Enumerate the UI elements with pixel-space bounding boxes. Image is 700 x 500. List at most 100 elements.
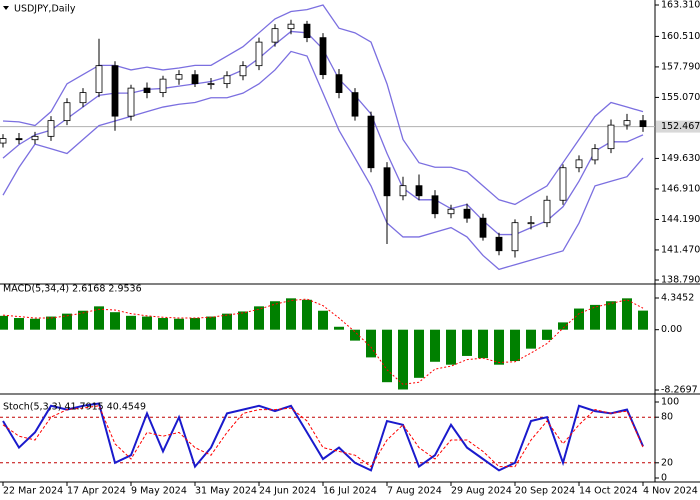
macd-bar bbox=[398, 329, 408, 390]
stoch-signal bbox=[2, 405, 644, 468]
macd-bar bbox=[158, 318, 168, 330]
candle-body bbox=[303, 23, 311, 39]
y-tick-label: 157.790 bbox=[661, 61, 700, 72]
candle-body bbox=[607, 124, 615, 150]
stoch-main bbox=[2, 402, 644, 472]
macd-bar bbox=[334, 326, 344, 330]
candle-body bbox=[63, 102, 71, 122]
candle-body bbox=[543, 199, 551, 224]
candle-body bbox=[271, 28, 279, 43]
candle-body bbox=[207, 83, 215, 86]
macd-bar bbox=[542, 329, 552, 340]
macd-bar bbox=[430, 329, 440, 362]
candle-body bbox=[351, 92, 359, 117]
macd-bar bbox=[350, 329, 360, 341]
candle-body bbox=[47, 120, 55, 137]
candle-body bbox=[127, 87, 135, 117]
candle-body bbox=[463, 208, 471, 219]
x-tick-label: 7 Aug 2024 bbox=[387, 486, 442, 497]
macd-bar bbox=[78, 310, 88, 330]
macd-bar bbox=[414, 329, 424, 378]
candle-body bbox=[495, 236, 503, 252]
bollinger-band bbox=[2, 4, 644, 206]
macd-bar bbox=[286, 298, 296, 330]
macd-bar bbox=[190, 318, 200, 330]
candle-body bbox=[159, 78, 167, 93]
macd-bar bbox=[462, 329, 472, 356]
candle-body bbox=[287, 23, 295, 30]
candle-body bbox=[15, 138, 23, 141]
x-tick-label: 24 Jun 2024 bbox=[259, 486, 316, 497]
macd-bar bbox=[174, 318, 184, 330]
candle-body bbox=[383, 167, 391, 197]
macd-bar bbox=[590, 304, 600, 330]
candle-body bbox=[559, 167, 567, 201]
macd-bar bbox=[526, 329, 536, 349]
macd-bar bbox=[110, 312, 120, 330]
macd-bar bbox=[270, 301, 280, 330]
macd-bar bbox=[478, 329, 488, 359]
candle-body bbox=[0, 138, 7, 144]
candle-body bbox=[399, 185, 407, 197]
macd-bar bbox=[574, 308, 584, 330]
macd-bar bbox=[638, 310, 648, 330]
candle-body bbox=[431, 195, 439, 215]
candle-body bbox=[623, 120, 631, 126]
y-tick-label: 0.00 bbox=[661, 324, 682, 335]
macd-bar bbox=[222, 313, 232, 330]
candle-body bbox=[31, 135, 39, 141]
y-tick-label: 144.190 bbox=[661, 214, 700, 225]
x-tick-label: 9 May 2024 bbox=[131, 486, 187, 497]
x-tick-label: 31 May 2024 bbox=[195, 486, 257, 497]
candle-body bbox=[223, 75, 231, 85]
bollinger-band bbox=[2, 50, 644, 271]
y-tick-label: 80 bbox=[661, 412, 673, 423]
candle-body bbox=[639, 120, 647, 128]
candle-body bbox=[111, 65, 119, 117]
macd-bar bbox=[302, 299, 312, 330]
candle-body bbox=[239, 65, 247, 77]
y-tick-label: 146.910 bbox=[661, 183, 700, 194]
symbol-title: USDJPY,Daily bbox=[14, 4, 76, 15]
macd-bar bbox=[318, 310, 328, 330]
candle-body bbox=[335, 74, 343, 93]
candle-body bbox=[527, 222, 535, 225]
x-tick-label: 16 Jul 2024 bbox=[323, 486, 377, 497]
y-tick-label: 20 bbox=[661, 457, 673, 468]
y-tick-label: 163.310 bbox=[661, 0, 700, 11]
macd-bar bbox=[0, 315, 8, 330]
macd-bar bbox=[206, 316, 216, 330]
macd-signal bbox=[2, 298, 644, 385]
y-tick-label: 160.510 bbox=[661, 31, 700, 42]
x-tick-label: 14 Oct 2024 bbox=[579, 486, 638, 497]
macd-bar bbox=[238, 311, 248, 330]
x-tick-label: 4 Nov 2024 bbox=[643, 486, 698, 497]
candle-body bbox=[191, 74, 199, 85]
macd-bar bbox=[558, 322, 568, 330]
candle-body bbox=[255, 41, 263, 67]
y-tick-label: 100 bbox=[661, 397, 679, 408]
macd-bar bbox=[94, 306, 104, 330]
macd-bar bbox=[254, 306, 264, 330]
y-tick-label: 138.790 bbox=[661, 275, 700, 286]
last-price-box bbox=[656, 120, 700, 133]
y-tick-label: 4.3452 bbox=[661, 293, 694, 304]
candle-body bbox=[479, 217, 487, 238]
last-price-label: 152.467 bbox=[661, 121, 700, 132]
macd-bar bbox=[126, 315, 136, 330]
macd-bar bbox=[622, 298, 632, 330]
candle-body bbox=[511, 222, 519, 252]
y-tick-label: -8.2697 bbox=[661, 385, 698, 396]
macd-bar bbox=[446, 329, 456, 365]
candle-body bbox=[591, 148, 599, 161]
macd-bar bbox=[494, 329, 504, 365]
macd-bar bbox=[14, 318, 24, 330]
candle-body bbox=[319, 37, 327, 76]
macd-bar bbox=[366, 329, 376, 358]
macd-bar bbox=[62, 313, 72, 330]
macd-title: MACD(5,34,4) 2.6168 2.9536 bbox=[3, 284, 142, 295]
x-tick-label: 22 Mar 2024 bbox=[3, 486, 63, 497]
macd-bar bbox=[510, 329, 520, 362]
title-arrow bbox=[3, 6, 9, 10]
